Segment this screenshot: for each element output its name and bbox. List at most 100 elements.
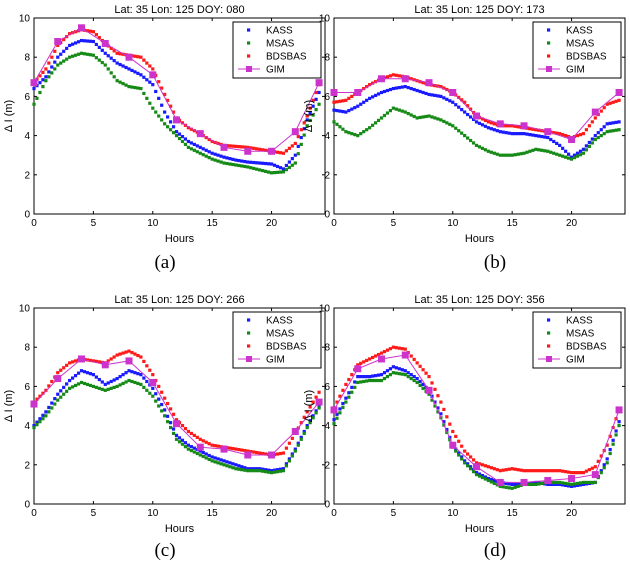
data-point	[486, 478, 491, 483]
data-point	[160, 118, 164, 122]
data-point	[284, 464, 288, 468]
data-point	[115, 384, 119, 388]
data-point	[213, 152, 217, 156]
data-point	[415, 380, 419, 385]
data-point	[79, 369, 84, 373]
data-point	[498, 130, 502, 134]
data-point	[59, 52, 63, 56]
data-point	[531, 469, 535, 473]
data-point	[216, 457, 220, 461]
data-point	[53, 67, 57, 71]
data-point	[466, 452, 470, 456]
data-point	[391, 345, 395, 349]
data-point	[255, 467, 259, 471]
data-point	[109, 71, 113, 75]
data-point	[210, 139, 214, 144]
data-point	[180, 134, 185, 139]
data-point	[192, 446, 196, 450]
data-point	[448, 99, 452, 103]
data-point	[278, 151, 283, 155]
data-point	[492, 122, 496, 126]
data-point	[186, 139, 191, 144]
data-point	[608, 434, 612, 438]
data-point	[617, 98, 621, 102]
data-point	[347, 377, 351, 382]
legend-marker	[247, 41, 251, 45]
data-point	[281, 167, 286, 171]
data-point	[468, 465, 473, 469]
data-point	[537, 469, 541, 473]
data-point	[436, 394, 440, 398]
data-point	[599, 469, 603, 473]
data-point	[531, 127, 535, 131]
data-point	[575, 481, 580, 486]
data-point	[293, 153, 297, 157]
data-point	[246, 160, 250, 164]
data-point	[317, 404, 321, 408]
data-point	[406, 375, 410, 379]
data-point	[180, 424, 185, 428]
data-point	[47, 75, 51, 79]
data-point	[177, 440, 182, 444]
data-point	[269, 469, 274, 473]
data-point	[237, 145, 241, 149]
data-point	[41, 70, 45, 74]
data-point	[299, 437, 303, 441]
data-point	[496, 478, 504, 486]
data-point	[379, 116, 384, 120]
y-tick-label: 2	[324, 460, 330, 471]
data-point	[269, 162, 274, 166]
data-point	[299, 142, 303, 147]
data-point	[32, 425, 36, 430]
data-point	[335, 100, 339, 104]
data-point	[53, 49, 57, 53]
data-point	[287, 459, 291, 463]
y-tick-label: 6	[24, 92, 30, 103]
data-point	[287, 160, 291, 164]
data-point	[373, 354, 378, 358]
data-point	[174, 130, 179, 134]
data-point	[222, 463, 226, 467]
data-point	[442, 407, 446, 412]
data-point	[305, 114, 309, 118]
series-gim	[30, 355, 323, 459]
y-tick-label: 2	[324, 170, 330, 181]
data-point	[53, 397, 57, 401]
data-point	[68, 32, 72, 36]
y-tick-label: 8	[324, 343, 330, 354]
data-point	[569, 155, 574, 159]
data-point	[281, 469, 286, 473]
data-point	[101, 39, 109, 47]
data-point	[237, 464, 241, 468]
data-point	[516, 125, 520, 129]
data-point	[281, 170, 286, 174]
legend: KASS MSAS BDSBAS GIM	[532, 311, 622, 369]
legend-marker	[247, 318, 251, 322]
data-point	[427, 392, 431, 396]
data-point	[528, 127, 532, 131]
data-point	[492, 478, 496, 483]
data-point	[38, 417, 42, 421]
data-point	[495, 129, 499, 133]
x-tick-label: 10	[447, 508, 459, 519]
data-point	[59, 389, 63, 393]
legend-entry: BDSBAS	[566, 342, 607, 353]
data-point	[501, 153, 505, 157]
data-point	[94, 359, 98, 364]
data-point	[275, 452, 280, 456]
data-point	[575, 151, 580, 155]
data-point	[252, 160, 256, 165]
data-point	[371, 81, 375, 85]
data-point	[38, 74, 42, 78]
data-point	[519, 468, 523, 472]
data-point	[112, 59, 116, 63]
data-point	[460, 131, 464, 135]
data-point	[439, 94, 443, 98]
data-point	[555, 482, 559, 486]
data-point	[477, 474, 482, 478]
data-point	[302, 127, 306, 131]
data-point	[330, 88, 338, 96]
data-point	[445, 97, 449, 101]
data-point	[35, 420, 39, 424]
data-point	[433, 93, 437, 98]
